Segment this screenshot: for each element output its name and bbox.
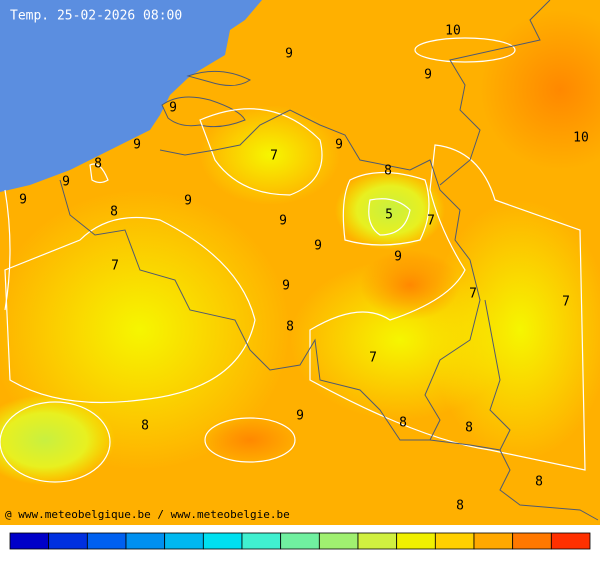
contour-label: 7 bbox=[270, 149, 278, 164]
contour-label: 8 bbox=[456, 499, 464, 514]
contour-line bbox=[4, 189, 11, 311]
colorbar-segment bbox=[396, 532, 436, 550]
colorbar-segment bbox=[280, 532, 320, 550]
contour-label: 5 bbox=[385, 208, 393, 223]
contour-label: 9 bbox=[279, 214, 287, 229]
contour-label: 8 bbox=[384, 164, 392, 179]
cool-zone bbox=[0, 395, 115, 485]
contour-label: 9 bbox=[285, 47, 293, 62]
contour-line bbox=[0, 401, 111, 483]
border-line bbox=[439, 0, 551, 186]
contour-label: 8 bbox=[141, 419, 149, 434]
contour-label: 9 bbox=[133, 138, 141, 153]
contour-label: 7 bbox=[111, 259, 119, 274]
border-line bbox=[59, 109, 481, 441]
colorbar bbox=[9, 532, 591, 550]
contour-label: 7 bbox=[369, 351, 377, 366]
cool-zone bbox=[335, 170, 445, 250]
colorbar-segment bbox=[434, 532, 475, 550]
contour-label: 7 bbox=[469, 287, 477, 302]
map-title: Temp. 25-02-2026 08:00 bbox=[10, 9, 182, 24]
colorbar-segment bbox=[357, 532, 398, 550]
contour-label: 9 bbox=[424, 68, 432, 83]
contour-label: 8 bbox=[286, 320, 294, 335]
hot-zone bbox=[200, 415, 300, 465]
contour-label: 10 bbox=[445, 24, 461, 39]
colorbar-segment bbox=[318, 532, 359, 550]
contour-label: 8 bbox=[94, 157, 102, 172]
sea bbox=[0, 0, 262, 192]
contour-label: 8 bbox=[535, 475, 543, 490]
colorbar-segment bbox=[164, 532, 204, 550]
contour-label: 8 bbox=[110, 205, 118, 220]
colorbar-segment bbox=[241, 532, 282, 550]
colorbar-segment bbox=[48, 532, 88, 550]
contour-label: 10 bbox=[573, 131, 589, 146]
contour-line bbox=[368, 198, 411, 236]
colorbar-segment bbox=[9, 532, 50, 550]
borders bbox=[59, 0, 599, 521]
contour-label: 8 bbox=[465, 421, 473, 436]
contour-label: 9 bbox=[169, 101, 177, 116]
contour-label: 7 bbox=[562, 295, 570, 310]
hot-zone bbox=[360, 250, 460, 320]
contour-label: 9 bbox=[335, 138, 343, 153]
contours bbox=[0, 37, 586, 483]
contour-line bbox=[89, 163, 109, 184]
contour-label: 9 bbox=[314, 239, 322, 254]
contour-labels: 10 9 9 9 10 9 7 9 8 8 9 9 9 8 5 7 9 9 9 7 9 7 7 8 7 9 8 8 8 8 8 bbox=[19, 24, 589, 514]
contour-line bbox=[342, 171, 430, 246]
colorbar-segment bbox=[86, 532, 127, 550]
contour-line bbox=[4, 217, 256, 404]
contour-label: 8 bbox=[399, 416, 407, 431]
hot-zone bbox=[480, 10, 600, 170]
contour-line bbox=[414, 37, 516, 63]
colorbar-segment bbox=[550, 532, 591, 550]
contour-line bbox=[199, 108, 323, 196]
contour-line bbox=[309, 144, 586, 471]
colorbar-segment bbox=[512, 532, 552, 550]
border-line bbox=[429, 439, 599, 521]
estuary-land bbox=[161, 70, 251, 128]
colorbar-segment bbox=[202, 532, 243, 550]
contour-label: 7 bbox=[427, 214, 435, 229]
contour-label: 9 bbox=[296, 409, 304, 424]
contour-label: 9 bbox=[394, 250, 402, 265]
contour-label: 9 bbox=[19, 193, 27, 208]
colorbar-segment bbox=[473, 532, 514, 550]
warm-zone bbox=[430, 200, 600, 460]
border-line bbox=[484, 299, 511, 451]
contour-label: 9 bbox=[282, 279, 290, 294]
contour-label: 9 bbox=[184, 194, 192, 209]
colorbar-segment bbox=[125, 532, 166, 550]
contour-line bbox=[204, 417, 296, 463]
contour-label: 9 bbox=[62, 175, 70, 190]
credit: @ www.meteobelgique.be / www.meteobelgie… bbox=[5, 508, 290, 521]
